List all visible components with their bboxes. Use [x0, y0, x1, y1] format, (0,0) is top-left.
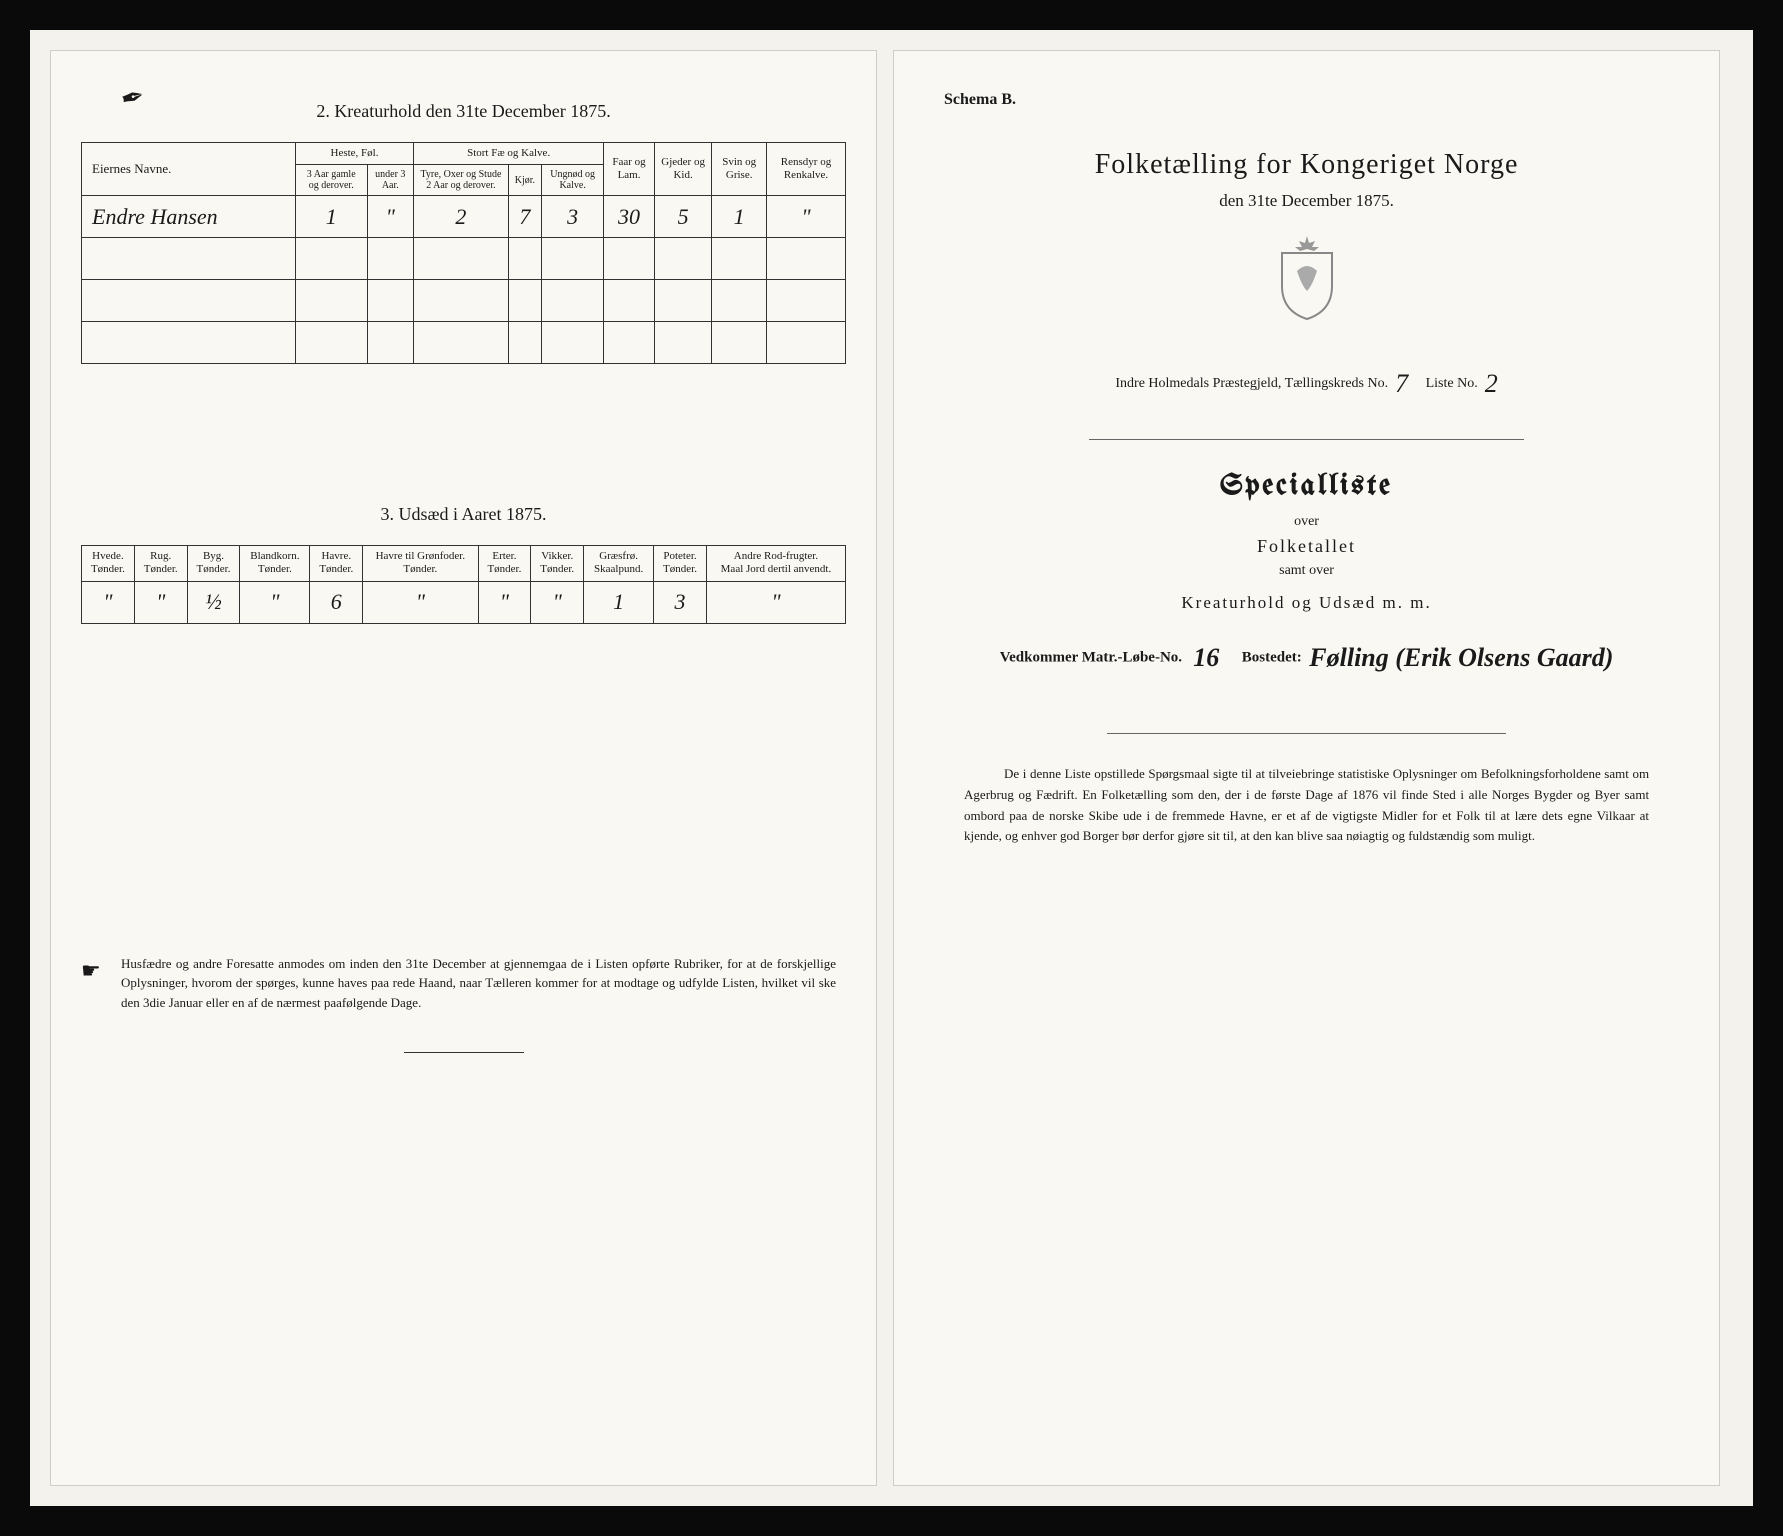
cell-v2: " [367, 196, 414, 238]
th-udsaed: Rug.Tønder. [134, 546, 187, 581]
th-udsaed: Byg.Tønder. [187, 546, 240, 581]
cell-udsaed: 1 [584, 581, 654, 623]
th-grp2c: Ungnød og Kalve. [542, 165, 604, 196]
udsaed-table: Hvede.Tønder.Rug.Tønder.Byg.Tønder.Bland… [81, 545, 846, 623]
cell-udsaed: " [134, 581, 187, 623]
th-col6: Rensdyr og Renkalve. [766, 143, 845, 196]
kreaturhold-label: Kreaturhold og Udsæd m. m. [944, 593, 1669, 613]
liste-no: 2 [1485, 369, 1498, 399]
th-udsaed: Erter.Tønder. [478, 546, 531, 581]
cell-v4: 7 [508, 196, 541, 238]
coat-of-arms-icon [944, 231, 1669, 339]
section3-title: 3. Udsæd i Aaret 1875. [81, 504, 846, 525]
table-row [82, 280, 846, 322]
page-date: den 31te December 1875. [944, 191, 1669, 211]
para-text: De i denne Liste opstillede Spørgsmaal s… [964, 766, 1649, 843]
th-grp1b: under 3 Aar. [367, 165, 414, 196]
cell-v9: " [766, 196, 845, 238]
form-line: Indre Holmedals Præstegjeld, Tællingskre… [944, 369, 1669, 399]
footnote-body: Husfædre og andre Foresatte anmodes om i… [121, 956, 836, 1010]
kreaturhold-table: Eiernes Navne. Heste, Føl. Stort Fæ og K… [81, 142, 846, 364]
kreds-no: 7 [1395, 369, 1408, 399]
table-row [82, 322, 846, 364]
th-udsaed: Blandkorn.Tønder. [240, 546, 310, 581]
th-grp2a: Tyre, Oxer og Stude 2 Aar og derover. [414, 165, 509, 196]
th-udsaed: Hvede.Tønder. [82, 546, 135, 581]
schema-label: Schema B. [944, 91, 1669, 109]
bosted-value: Følling (Erik Olsens Gaard) [1309, 643, 1613, 673]
th-udsaed: Poteter.Tønder. [654, 546, 707, 581]
cell-v5: 3 [542, 196, 604, 238]
cell-udsaed: ½ [187, 581, 240, 623]
th-col3: Faar og Lam. [604, 143, 655, 196]
th-udsaed: Havre til Grønfoder.Tønder. [363, 546, 478, 581]
cell-udsaed: " [531, 581, 584, 623]
section2-title: 2. Kreaturhold den 31te December 1875. [81, 101, 846, 122]
divider [404, 1052, 524, 1053]
cell-v1: 1 [295, 196, 367, 238]
samt-over-label: samt over [944, 563, 1669, 579]
right-page: Schema B. Folketælling for Kongeriget No… [893, 50, 1720, 1486]
th-udsaed: Havre.Tønder. [310, 546, 363, 581]
left-page: ✒ 2. Kreaturhold den 31te December 1875.… [50, 50, 877, 1486]
over-label: over [944, 514, 1669, 530]
cell-v7: 5 [654, 196, 712, 238]
table-row: Endre Hansen 1 " 2 7 3 30 5 1 " [82, 196, 846, 238]
cell-v8: 1 [712, 196, 767, 238]
cell-udsaed: 6 [310, 581, 363, 623]
cell-udsaed: " [478, 581, 531, 623]
table-row: ""½"6"""13" [82, 581, 846, 623]
th-udsaed: Vikker.Tønder. [531, 546, 584, 581]
cell-udsaed: " [706, 581, 845, 623]
form-prefix: Indre Holmedals Præstegjeld, Tællingskre… [1115, 376, 1388, 391]
vedkommer-line: Vedkommer Matr.-Løbe-No. 16 Bostedet: Fø… [944, 643, 1669, 673]
divider [1089, 439, 1524, 440]
th-udsaed: Andre Rod-frugter.Maal Jord dertil anven… [706, 546, 845, 581]
th-col5: Svin og Grise. [712, 143, 767, 196]
th-grp2b: Kjør. [508, 165, 541, 196]
th-grp1: Heste, Føl. [295, 143, 413, 165]
cell-v6: 30 [604, 196, 655, 238]
pointing-hand-icon: ☛ [81, 954, 101, 987]
liste-prefix: Liste No. [1426, 376, 1478, 391]
ved-label1: Vedkommer Matr.-Løbe-No. [1000, 649, 1182, 665]
cell-udsaed: " [82, 581, 135, 623]
cell-udsaed: " [363, 581, 478, 623]
ved-label2: Bostedet: [1242, 649, 1302, 665]
table-row [82, 238, 846, 280]
lobe-no: 16 [1193, 643, 1219, 673]
cell-udsaed: " [240, 581, 310, 623]
footnote-text: ☛ Husfædre og andre Foresatte anmodes om… [121, 954, 836, 1013]
divider [1107, 733, 1506, 734]
page-title: Folketælling for Kongeriget Norge [944, 149, 1669, 181]
th-udsaed: Græsfrø.Skaalpund. [584, 546, 654, 581]
folketallet-label: Folketallet [944, 536, 1669, 557]
th-grp1a: 3 Aar gamle og derover. [295, 165, 367, 196]
specialliste-heading: Specialliste [944, 470, 1669, 502]
body-paragraph: De i denne Liste opstillede Spørgsmaal s… [964, 764, 1649, 847]
th-owner: Eiernes Navne. [82, 143, 296, 196]
cell-udsaed: 3 [654, 581, 707, 623]
scan-container: ✒ 2. Kreaturhold den 31te December 1875.… [30, 30, 1753, 1506]
cell-v3: 2 [414, 196, 509, 238]
th-col4: Gjeder og Kid. [654, 143, 712, 196]
th-grp2: Stort Fæ og Kalve. [414, 143, 604, 165]
cell-name: Endre Hansen [82, 196, 296, 238]
